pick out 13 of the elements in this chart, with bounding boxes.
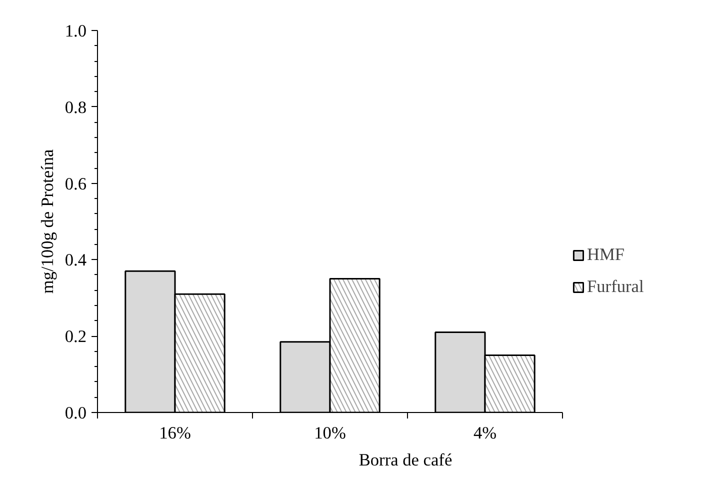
legend-label: Furfural bbox=[587, 277, 644, 297]
x-tick-label: 10% bbox=[314, 424, 346, 442]
x-tick-label: 16% bbox=[159, 424, 191, 442]
y-tick-label: 0.6 bbox=[64, 174, 87, 194]
y-tick-label: 0.2 bbox=[64, 327, 87, 346]
x-tick-label: 4% bbox=[473, 424, 497, 442]
y-tick-label: 0.4 bbox=[64, 250, 87, 270]
y-axis-title: mg/100g de Proteína bbox=[38, 149, 57, 294]
y-tick-label: 0.0 bbox=[64, 404, 87, 422]
y-tick-label: 1.0 bbox=[64, 22, 87, 40]
legend-label: HMF bbox=[587, 245, 625, 265]
x-axis-title: Borra de café bbox=[358, 450, 452, 470]
y-tick-label: 0.8 bbox=[64, 98, 87, 117]
